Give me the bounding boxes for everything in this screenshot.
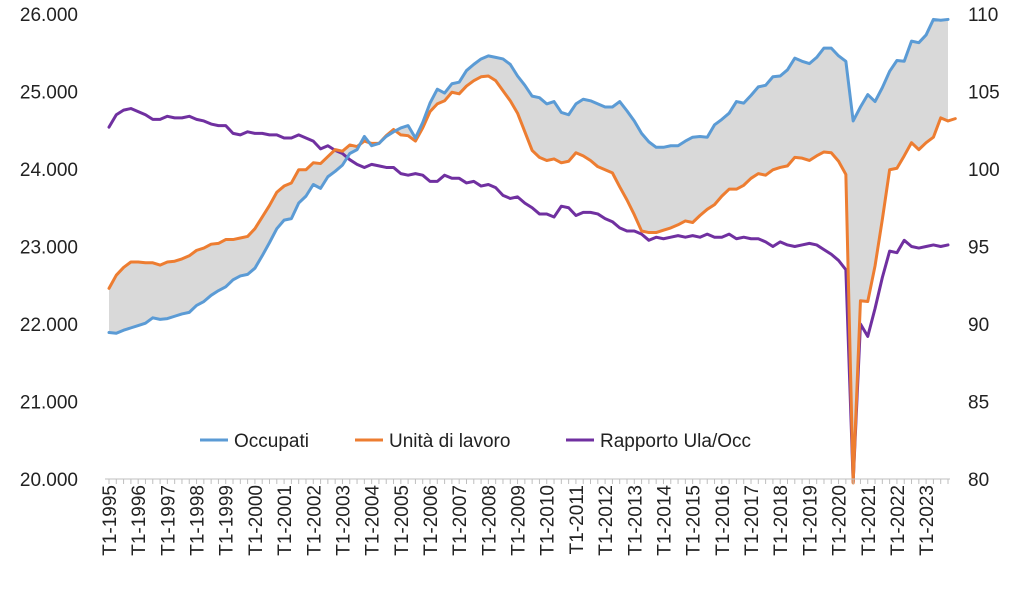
axes-layer <box>105 478 950 484</box>
x-tick-label: T1-2020 <box>830 485 851 556</box>
x-tick-label: T1-2010 <box>538 485 559 556</box>
x-tick-label: T1-2000 <box>246 485 267 556</box>
x-tick-label: T1-2016 <box>713 485 734 556</box>
legend-label-rapporto-ula-occ: Rapporto Ula/Occ <box>600 431 751 452</box>
x-tick-label: T1-1996 <box>129 485 150 556</box>
y-right-tick-label: 100 <box>968 160 1000 181</box>
x-tick-label: T1-2005 <box>392 485 413 556</box>
x-tick-label: T1-2004 <box>363 485 384 556</box>
x-tick-label: T1-1998 <box>188 485 209 556</box>
y-right-tick-label: 80 <box>968 470 989 491</box>
shaded-band-layer <box>109 19 948 483</box>
x-tick-label: T1-2012 <box>596 485 617 556</box>
x-tick-label: T1-2003 <box>333 485 354 556</box>
tick-labels-layer: T1-1995 T1-1996 T1-1997 T1-1998 T1-1999 T1-20… <box>20 5 1000 556</box>
legend-label-unita-di-lavoro: Unità di lavoro <box>389 431 510 452</box>
y-right-tick-label: 85 <box>968 393 989 414</box>
shaded-band <box>109 19 948 483</box>
x-tick-label: T1-2006 <box>421 485 442 556</box>
x-tick-label: T1-2019 <box>800 485 821 556</box>
series-lines-layer <box>107 17 957 485</box>
series-line-unita-di-lavoro <box>107 74 957 485</box>
y-left-tick-label: 25.000 <box>20 83 78 104</box>
y-right-tick-label: 90 <box>968 315 989 336</box>
x-tick-label: T1-2002 <box>304 485 325 556</box>
x-tick-label: T1-2021 <box>859 485 880 556</box>
x-tick-label: T1-2015 <box>684 485 705 556</box>
x-tick-label: T1-2007 <box>450 485 471 556</box>
x-tick-label: T1-2011 <box>567 485 588 554</box>
y-left-tick-label: 23.000 <box>20 238 78 259</box>
series-line-occupati <box>107 17 950 335</box>
x-tick-label: T1-2008 <box>479 485 500 556</box>
series-line-rapporto-ula-occ <box>107 107 950 484</box>
x-tick-label: T1-2018 <box>771 485 792 556</box>
y-right-tick-label: 105 <box>968 83 1000 104</box>
legend-label-occupati: Occupati <box>234 431 309 452</box>
x-tick-label: T1-2017 <box>742 485 763 556</box>
x-tick-label: T1-1997 <box>158 485 179 556</box>
y-left-tick-label: 22.000 <box>20 315 78 336</box>
x-tick-label: T1-2001 <box>275 485 296 556</box>
x-tick-label: T1-2013 <box>625 485 646 556</box>
x-tick-label: T1-1995 <box>100 485 121 556</box>
y-left-tick-label: 21.000 <box>20 393 78 414</box>
x-tick-label: T1-1999 <box>217 485 238 556</box>
x-tick-label: T1-2023 <box>917 485 938 556</box>
x-tick-label: T1-2014 <box>654 485 675 556</box>
x-tick-label: T1-2009 <box>509 485 530 556</box>
x-tick-label: T1-2022 <box>888 485 909 556</box>
y-left-tick-label: 20.000 <box>20 470 78 491</box>
y-left-tick-label: 24.000 <box>20 160 78 181</box>
y-right-tick-label: 110 <box>968 5 998 26</box>
y-left-tick-label: 26.000 <box>20 5 78 26</box>
legend: Occupati Unità di lavoro Rapporto Ula/Occ <box>200 431 751 452</box>
y-right-tick-label: 95 <box>968 238 989 259</box>
